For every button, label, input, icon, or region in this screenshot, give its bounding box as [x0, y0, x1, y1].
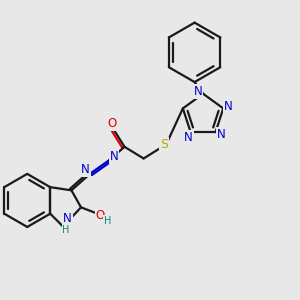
Text: N: N [184, 131, 193, 144]
Text: O: O [95, 209, 105, 222]
Text: S: S [160, 138, 168, 151]
Text: O: O [107, 117, 116, 130]
Text: N: N [217, 128, 225, 141]
Text: N: N [63, 212, 72, 226]
Text: N: N [81, 163, 90, 176]
Text: N: N [224, 100, 233, 113]
Text: N: N [194, 85, 202, 98]
Text: H: H [104, 216, 111, 226]
Text: H: H [62, 225, 70, 235]
Text: N: N [110, 150, 118, 163]
